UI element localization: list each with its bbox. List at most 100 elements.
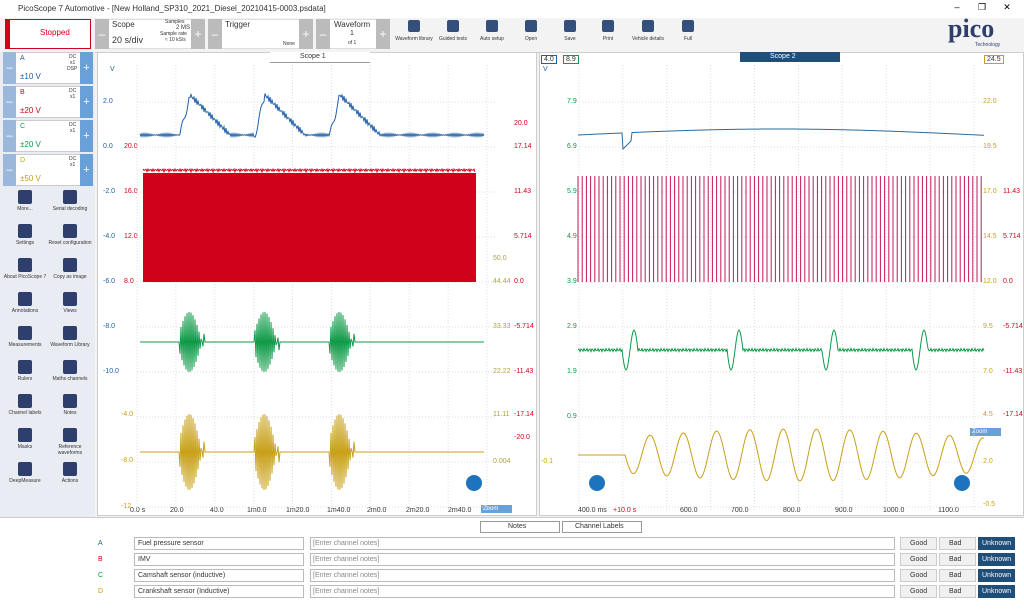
- tool-icon[interactable]: [63, 292, 77, 306]
- tool-icon[interactable]: [63, 394, 77, 408]
- notes-input[interactable]: [310, 537, 895, 550]
- rating-button[interactable]: [900, 569, 937, 582]
- tool-icon[interactable]: [18, 360, 32, 374]
- scope-tab[interactable]: [270, 52, 370, 63]
- toolbar-icon[interactable]: [682, 20, 694, 32]
- tool-label: Masks: [17, 444, 33, 450]
- rating-button[interactable]: [978, 569, 1015, 582]
- y-axis-a: -8.0: [103, 323, 116, 330]
- tool-icon[interactable]: [18, 326, 32, 340]
- step-button[interactable]: –: [3, 52, 16, 84]
- rating-button[interactable]: [978, 585, 1015, 598]
- y-axis-a: 1.9: [567, 368, 577, 375]
- tool-icon[interactable]: [63, 360, 77, 374]
- tool-icon[interactable]: [63, 258, 77, 272]
- notes-input[interactable]: [310, 553, 895, 566]
- row-channel: D: [98, 588, 104, 595]
- scope-tab[interactable]: [740, 52, 840, 62]
- window-control[interactable]: ✕: [1003, 2, 1011, 12]
- trace-b: [142, 167, 476, 174]
- notes-input[interactable]: [310, 585, 895, 598]
- channel-label: IMV: [138, 556, 151, 563]
- rating-button[interactable]: [939, 585, 976, 598]
- tool-icon[interactable]: [18, 394, 32, 408]
- y-axis-c-right: 7.0: [983, 368, 993, 375]
- y-axis-a: 2.9: [567, 323, 577, 330]
- y-axis-b: 16.0: [124, 188, 138, 195]
- tool-icon[interactable]: [63, 224, 77, 238]
- rating-label: Bad: [949, 572, 962, 579]
- toolbar-icon[interactable]: [564, 20, 576, 32]
- x-tick-label: 2m0.0: [367, 507, 387, 514]
- tool-label: Copy as image: [53, 274, 87, 280]
- label-select[interactable]: [134, 537, 304, 550]
- value: 1: [350, 30, 354, 37]
- y-axis-b-right: -20.0: [514, 434, 530, 441]
- toolbar-icon[interactable]: [642, 20, 654, 32]
- trace-d2: [578, 428, 985, 482]
- toolbar-icon[interactable]: [602, 20, 614, 32]
- tool-label: DeepMeasure: [9, 478, 41, 484]
- label-select[interactable]: [134, 553, 304, 566]
- step-button[interactable]: +: [191, 19, 205, 49]
- rating-button[interactable]: [978, 537, 1015, 550]
- y-axis-c-right: -0.5: [983, 501, 996, 508]
- x-tick-label: 600.0: [680, 507, 698, 514]
- label-select[interactable]: [134, 569, 304, 582]
- step-button[interactable]: +: [80, 154, 93, 186]
- channel-letter: C: [20, 123, 26, 130]
- notes-input[interactable]: [310, 569, 895, 582]
- rating-button[interactable]: [900, 553, 937, 566]
- rating-button[interactable]: [900, 585, 937, 598]
- probe: x1: [70, 94, 76, 100]
- y-axis-a: 0.0: [103, 143, 113, 150]
- step-button[interactable]: +: [376, 19, 390, 49]
- toolbar-button: Print: [602, 36, 614, 42]
- step-button[interactable]: +: [299, 19, 313, 49]
- y-axis-a: 7.9: [567, 98, 577, 105]
- x-tick-label: 1m0.0: [247, 507, 267, 514]
- value: None: [283, 41, 295, 47]
- step-button[interactable]: –: [208, 19, 222, 49]
- notes-tab[interactable]: [562, 521, 642, 533]
- step-button[interactable]: +: [80, 52, 93, 84]
- y-axis-d: -12: [121, 503, 132, 510]
- step-button[interactable]: +: [80, 86, 93, 118]
- rating-button[interactable]: [939, 569, 976, 582]
- tool-icon[interactable]: [18, 258, 32, 272]
- notes-tab[interactable]: [480, 521, 560, 533]
- y-axis-b-right: -5.714: [1003, 323, 1023, 330]
- toolbar-icon[interactable]: [525, 20, 537, 32]
- tool-icon[interactable]: [18, 190, 32, 204]
- step-button[interactable]: –: [95, 19, 109, 49]
- tool-label: About PicoScope 7: [3, 274, 47, 280]
- stop-button[interactable]: [5, 19, 91, 49]
- step-button[interactable]: –: [3, 154, 16, 186]
- tool-icon[interactable]: [63, 326, 77, 340]
- step-button[interactable]: –: [3, 86, 16, 118]
- step-button[interactable]: –: [316, 19, 330, 49]
- step-button[interactable]: +: [80, 120, 93, 152]
- rating-button[interactable]: [939, 553, 976, 566]
- tool-icon[interactable]: [18, 428, 32, 442]
- rating-button[interactable]: [978, 553, 1015, 566]
- tool-icon[interactable]: [18, 462, 32, 476]
- toolbar-button: Vehicle details: [632, 36, 664, 42]
- window-control[interactable]: –: [954, 2, 960, 12]
- toolbar-icon[interactable]: [408, 20, 420, 32]
- tool-icon[interactable]: [18, 292, 32, 306]
- tool-icon[interactable]: [63, 190, 77, 204]
- rating-button[interactable]: [939, 537, 976, 550]
- trace-c: [140, 312, 484, 372]
- tool-icon[interactable]: [63, 428, 77, 442]
- tool-icon[interactable]: [63, 462, 77, 476]
- window-control[interactable]: ❐: [977, 2, 987, 12]
- coupling: DC: [69, 88, 77, 94]
- step-button[interactable]: –: [3, 120, 16, 152]
- rating-button[interactable]: [900, 537, 937, 550]
- label-select[interactable]: [134, 585, 304, 598]
- toolbar-icon[interactable]: [486, 20, 498, 32]
- toolbar-icon[interactable]: [447, 20, 459, 32]
- tool-icon[interactable]: [18, 224, 32, 238]
